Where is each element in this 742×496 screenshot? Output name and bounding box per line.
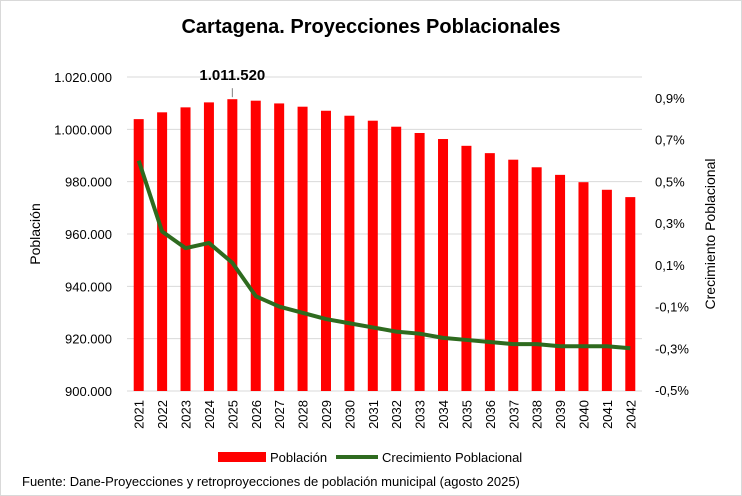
y2-tick-label: -0,3% xyxy=(655,341,689,356)
y2-tick-label: -0,5% xyxy=(655,383,689,398)
y2-tick-label: 0,5% xyxy=(655,174,685,189)
legend-label-line: Crecimiento Poblacional xyxy=(382,450,522,465)
x-tick-label: 2038 xyxy=(530,400,545,429)
bar-2038 xyxy=(531,167,542,391)
x-tick-label: 2032 xyxy=(389,400,404,429)
y2-tick-label: 0,7% xyxy=(655,133,685,148)
x-tick-label: 2035 xyxy=(459,400,474,429)
bar-2033 xyxy=(414,132,425,391)
bar-2026 xyxy=(250,100,261,391)
bar-2030 xyxy=(344,115,355,391)
x-tick-label: 2023 xyxy=(179,400,194,429)
x-tick-label: 2024 xyxy=(202,400,217,429)
x-tick-label: 2028 xyxy=(296,400,311,429)
bar-2039 xyxy=(555,174,566,391)
x-tick-label: 2034 xyxy=(436,400,451,429)
x-tick-label: 2025 xyxy=(225,400,240,429)
y-tick-label: 960.000 xyxy=(65,227,112,242)
x-tick-label: 2040 xyxy=(576,400,591,429)
x-tick-label: 2039 xyxy=(553,400,568,429)
y-tick-label: 900.000 xyxy=(65,384,112,399)
source-note: Fuente: Dane-Proyecciones y retroproyecc… xyxy=(22,474,520,489)
x-tick-label: 2033 xyxy=(413,400,428,429)
y-tick-label: 1.000.000 xyxy=(54,122,112,137)
legend-swatch-bar xyxy=(218,452,266,462)
x-tick-label: 2036 xyxy=(483,400,498,429)
x-tick-label: 2030 xyxy=(342,400,357,429)
bar-2040 xyxy=(578,182,589,391)
chart-title: Cartagena. Proyecciones Poblacionales xyxy=(181,16,561,38)
y2-tick-label: 0,1% xyxy=(655,258,685,273)
bar-2032 xyxy=(391,126,402,391)
bar-2025 xyxy=(227,99,238,391)
y-tick-label: 920.000 xyxy=(65,332,112,347)
bar-2034 xyxy=(438,139,449,391)
y-tick-label: 1.020.000 xyxy=(54,70,112,85)
x-tick-label: 2031 xyxy=(366,400,381,429)
x-tick-label: 2029 xyxy=(319,400,334,429)
x-tick-label: 2037 xyxy=(506,400,521,429)
x-tick-label: 2021 xyxy=(132,400,147,429)
bar-2021 xyxy=(133,119,144,392)
bar-2042 xyxy=(625,197,636,391)
bar-2036 xyxy=(484,153,495,391)
y2-axis-label: Crecimiento Poblacional xyxy=(702,159,718,310)
y-tick-label: 940.000 xyxy=(65,279,112,294)
growth-line xyxy=(136,159,631,351)
bar-2031 xyxy=(367,120,378,391)
y2-tick-label: 0,3% xyxy=(655,216,685,231)
y-axis-label: Población xyxy=(27,203,43,265)
x-tick-label: 2022 xyxy=(155,400,170,429)
bar-2029 xyxy=(320,110,331,391)
y2-tick-label: -0,1% xyxy=(655,300,689,315)
y-tick-label: 980.000 xyxy=(65,175,112,190)
bar-2027 xyxy=(274,103,285,391)
bar-2022 xyxy=(157,112,168,391)
bar-2041 xyxy=(601,189,612,391)
bar-2037 xyxy=(508,159,519,391)
annotation-label: 1.011.520 xyxy=(199,67,265,84)
y2-tick-label: 0,9% xyxy=(655,91,685,106)
bar-2028 xyxy=(297,106,308,392)
x-tick-label: 2026 xyxy=(249,400,264,429)
x-tick-label: 2027 xyxy=(272,400,287,429)
x-tick-label: 2042 xyxy=(623,400,638,429)
bar-2024 xyxy=(203,102,214,392)
bar-2035 xyxy=(461,145,472,391)
legend-label-bar: Población xyxy=(270,450,327,465)
x-tick-label: 2041 xyxy=(600,400,615,429)
